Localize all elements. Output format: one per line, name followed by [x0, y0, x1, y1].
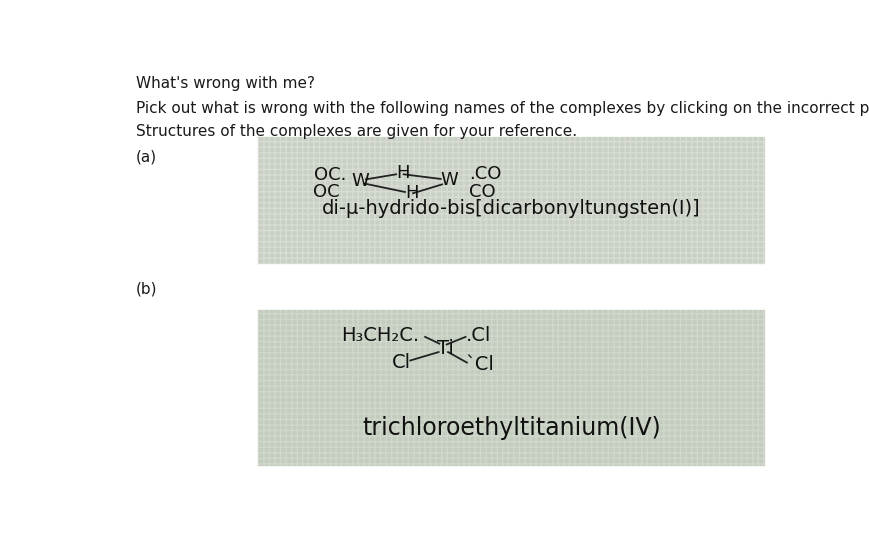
Text: Structures of the complexes are given for your reference.: Structures of the complexes are given fo…	[136, 124, 577, 139]
Text: CO: CO	[469, 183, 495, 201]
Text: W: W	[441, 171, 459, 189]
Text: (a): (a)	[136, 150, 156, 165]
Text: What's wrong with me?: What's wrong with me?	[136, 76, 315, 91]
Text: OC: OC	[313, 183, 339, 201]
Text: W: W	[351, 172, 368, 190]
Text: Ti: Ti	[437, 339, 454, 358]
Text: (b): (b)	[136, 281, 157, 296]
Text: H: H	[396, 164, 409, 182]
Bar	[258, 137, 765, 264]
Bar	[258, 310, 765, 466]
Text: trichloroethyltitanium(IV): trichloroethyltitanium(IV)	[362, 416, 660, 440]
Text: di-μ-hydrido-bis[dicarbonyltungsten(I)]: di-μ-hydrido-bis[dicarbonyltungsten(I)]	[322, 199, 700, 218]
Text: Cl: Cl	[391, 353, 411, 372]
Text: H₃CH₂C.: H₃CH₂C.	[341, 325, 419, 345]
Text: .CO: .CO	[469, 165, 501, 183]
Bar	[258, 137, 765, 264]
Bar	[258, 310, 765, 466]
Text: OC.: OC.	[314, 166, 347, 184]
Text: Pick out what is wrong with the following names of the complexes by clicking on : Pick out what is wrong with the followin…	[136, 101, 869, 117]
Text: ˋCl: ˋCl	[466, 355, 494, 374]
Text: H: H	[405, 184, 419, 202]
Text: .Cl: .Cl	[466, 325, 491, 345]
